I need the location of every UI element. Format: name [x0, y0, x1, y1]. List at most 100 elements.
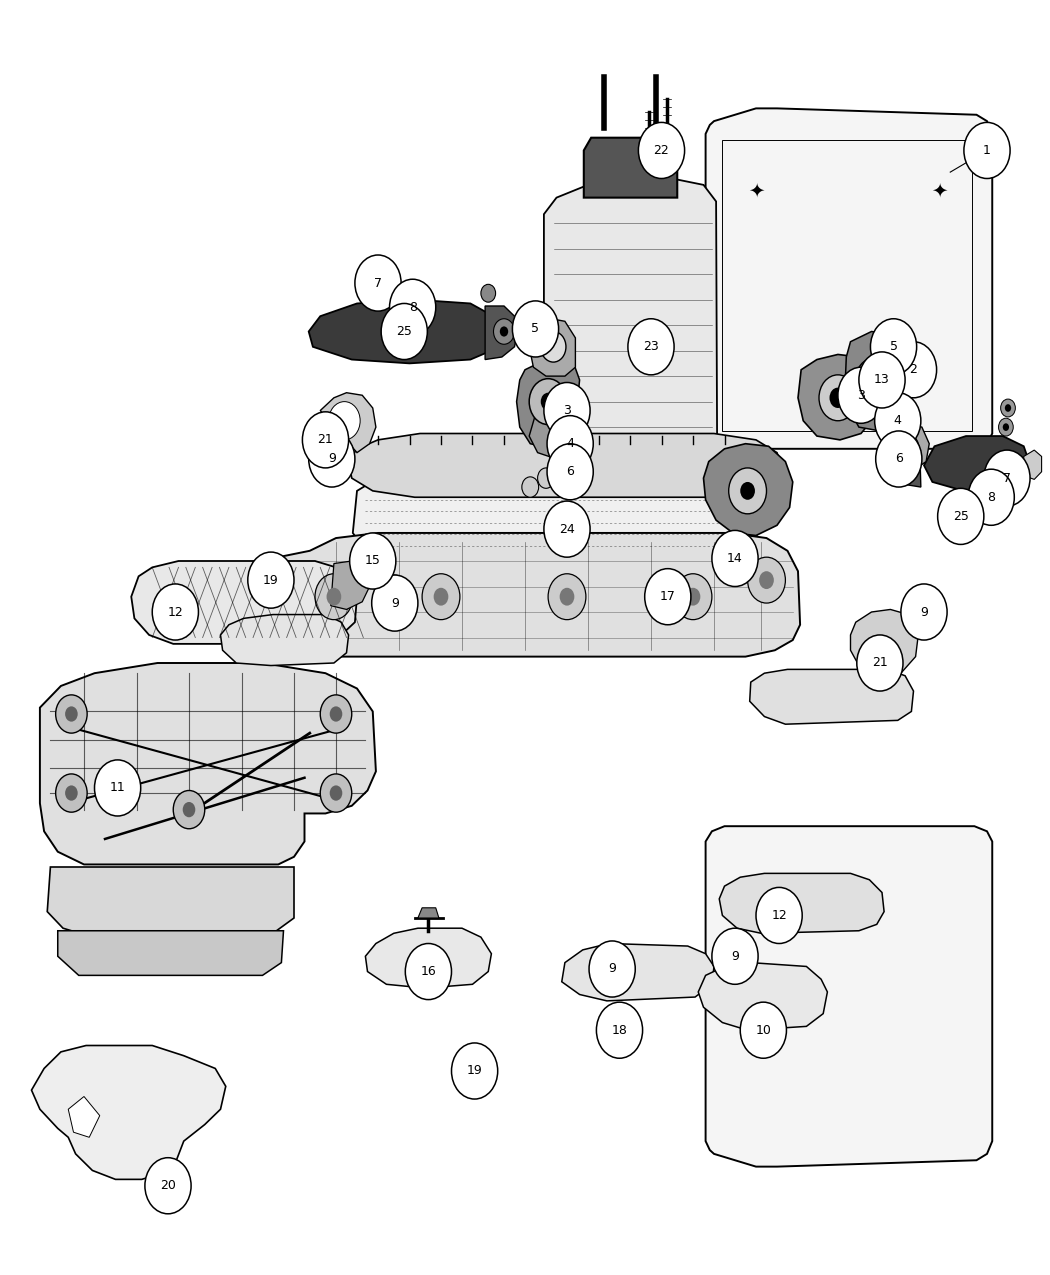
Circle shape: [876, 431, 922, 487]
Polygon shape: [320, 393, 376, 453]
Circle shape: [481, 284, 496, 302]
Circle shape: [302, 412, 349, 468]
Circle shape: [544, 501, 590, 557]
Circle shape: [712, 928, 758, 984]
Text: 18: 18: [611, 1024, 628, 1037]
Polygon shape: [40, 663, 376, 864]
Text: 22: 22: [653, 144, 670, 157]
Circle shape: [898, 456, 917, 479]
Polygon shape: [47, 867, 294, 941]
Text: 16: 16: [420, 965, 437, 978]
Text: ✦: ✦: [931, 182, 948, 200]
Polygon shape: [365, 928, 491, 988]
Circle shape: [740, 1002, 786, 1058]
Polygon shape: [898, 450, 921, 487]
Text: 1: 1: [983, 144, 991, 157]
Circle shape: [320, 695, 352, 733]
Circle shape: [248, 552, 294, 608]
Polygon shape: [529, 319, 575, 376]
Circle shape: [866, 371, 881, 389]
Circle shape: [381, 303, 427, 360]
Text: 9: 9: [920, 606, 928, 618]
Text: 21: 21: [872, 657, 888, 669]
Circle shape: [541, 393, 555, 411]
Circle shape: [327, 588, 341, 606]
Circle shape: [330, 785, 342, 801]
Text: 25: 25: [952, 510, 969, 523]
Polygon shape: [268, 533, 800, 657]
Polygon shape: [706, 826, 992, 1167]
Polygon shape: [750, 669, 914, 724]
Text: 9: 9: [731, 950, 739, 963]
Polygon shape: [517, 354, 580, 449]
Text: 8: 8: [408, 301, 417, 314]
Text: 19: 19: [466, 1065, 483, 1077]
Circle shape: [56, 774, 87, 812]
Circle shape: [712, 530, 758, 586]
Circle shape: [729, 468, 766, 514]
Polygon shape: [353, 469, 758, 555]
Polygon shape: [32, 1046, 226, 1179]
Text: ✦: ✦: [748, 182, 764, 200]
Polygon shape: [924, 436, 1029, 491]
Circle shape: [387, 575, 402, 593]
Polygon shape: [58, 931, 284, 975]
Polygon shape: [68, 1096, 100, 1137]
Circle shape: [315, 574, 353, 620]
Circle shape: [964, 122, 1010, 179]
Circle shape: [638, 122, 685, 179]
Circle shape: [875, 393, 921, 449]
Circle shape: [857, 635, 903, 691]
Text: 24: 24: [559, 523, 575, 536]
Circle shape: [548, 574, 586, 620]
Circle shape: [759, 571, 774, 589]
Polygon shape: [529, 405, 580, 459]
Text: 3: 3: [563, 404, 571, 417]
Polygon shape: [698, 963, 827, 1030]
Circle shape: [529, 379, 567, 425]
Circle shape: [870, 319, 917, 375]
Circle shape: [819, 375, 857, 421]
Circle shape: [674, 574, 712, 620]
Circle shape: [512, 301, 559, 357]
Circle shape: [856, 358, 891, 402]
Circle shape: [686, 588, 700, 606]
Polygon shape: [220, 615, 349, 666]
Text: 15: 15: [364, 555, 381, 567]
Polygon shape: [485, 306, 518, 360]
Text: 6: 6: [566, 465, 574, 478]
Text: 2: 2: [909, 363, 918, 376]
Text: 17: 17: [659, 590, 676, 603]
Text: 12: 12: [168, 606, 184, 618]
Circle shape: [968, 469, 1014, 525]
Circle shape: [541, 332, 566, 362]
Circle shape: [355, 255, 401, 311]
Polygon shape: [845, 332, 901, 431]
Circle shape: [890, 342, 937, 398]
Circle shape: [830, 388, 846, 408]
Polygon shape: [331, 561, 370, 609]
Text: 12: 12: [771, 909, 788, 922]
Circle shape: [372, 575, 418, 631]
Circle shape: [898, 435, 919, 460]
Circle shape: [1001, 399, 1015, 417]
Polygon shape: [1024, 450, 1042, 479]
Polygon shape: [888, 423, 929, 472]
Text: 20: 20: [160, 1179, 176, 1192]
Polygon shape: [349, 434, 782, 497]
Circle shape: [56, 695, 87, 733]
Circle shape: [183, 802, 195, 817]
Polygon shape: [544, 179, 717, 478]
Circle shape: [645, 569, 691, 625]
Polygon shape: [309, 300, 499, 363]
Circle shape: [1003, 423, 1009, 431]
Text: 9: 9: [328, 453, 336, 465]
Circle shape: [756, 887, 802, 944]
Circle shape: [901, 584, 947, 640]
Circle shape: [65, 785, 78, 801]
Polygon shape: [706, 108, 992, 449]
Circle shape: [390, 279, 436, 335]
Text: 21: 21: [317, 434, 334, 446]
Text: 13: 13: [874, 374, 890, 386]
Circle shape: [547, 416, 593, 472]
